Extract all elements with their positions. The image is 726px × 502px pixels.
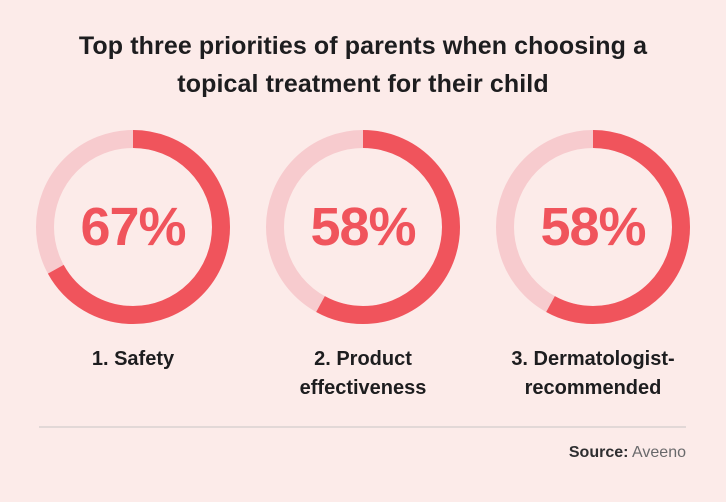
donut-item-safety: 67% 1. Safety: [36, 130, 230, 403]
donut-svg: [266, 130, 460, 324]
donut-chart-product-effectiveness: 58%: [266, 130, 460, 324]
source-label: Source:: [568, 444, 629, 461]
donut-percent-label: 58%: [310, 197, 416, 257]
source-value: Aveeno: [632, 444, 686, 461]
donut-svg: [36, 130, 230, 324]
donut-caption-product-effectiveness: 2. Product effectiveness: [299, 348, 427, 399]
donut-value-arc: [496, 130, 690, 324]
donut-value-arc: [36, 130, 230, 324]
donut-caption-safety: 1. Safety: [91, 348, 175, 370]
donut-chart-row: 67% 1. Safety 58% 2. Product effectivene…: [0, 130, 726, 403]
donut-chart-safety: 67%: [36, 130, 230, 324]
donut-chart-dermatologist-recommended: 58%: [496, 130, 690, 324]
donut-item-product-effectiveness: 58% 2. Product effectiveness: [266, 130, 460, 403]
donut-percent-label: 58%: [540, 197, 646, 257]
donut-value-arc: [266, 130, 460, 324]
donut-item-dermatologist-recommended: 58% 3. Dermatologist-recommended: [496, 130, 690, 403]
donut-svg: [496, 130, 690, 324]
donut-caption-dermatologist-recommended: 3. Dermatologist-recommended: [511, 348, 675, 399]
source-credit: Source: Aveeno: [569, 444, 686, 462]
chart-title: Top three priorities of parents when cho…: [78, 32, 648, 98]
footer-divider: [39, 426, 686, 428]
donut-percent-label: 67%: [80, 197, 186, 257]
